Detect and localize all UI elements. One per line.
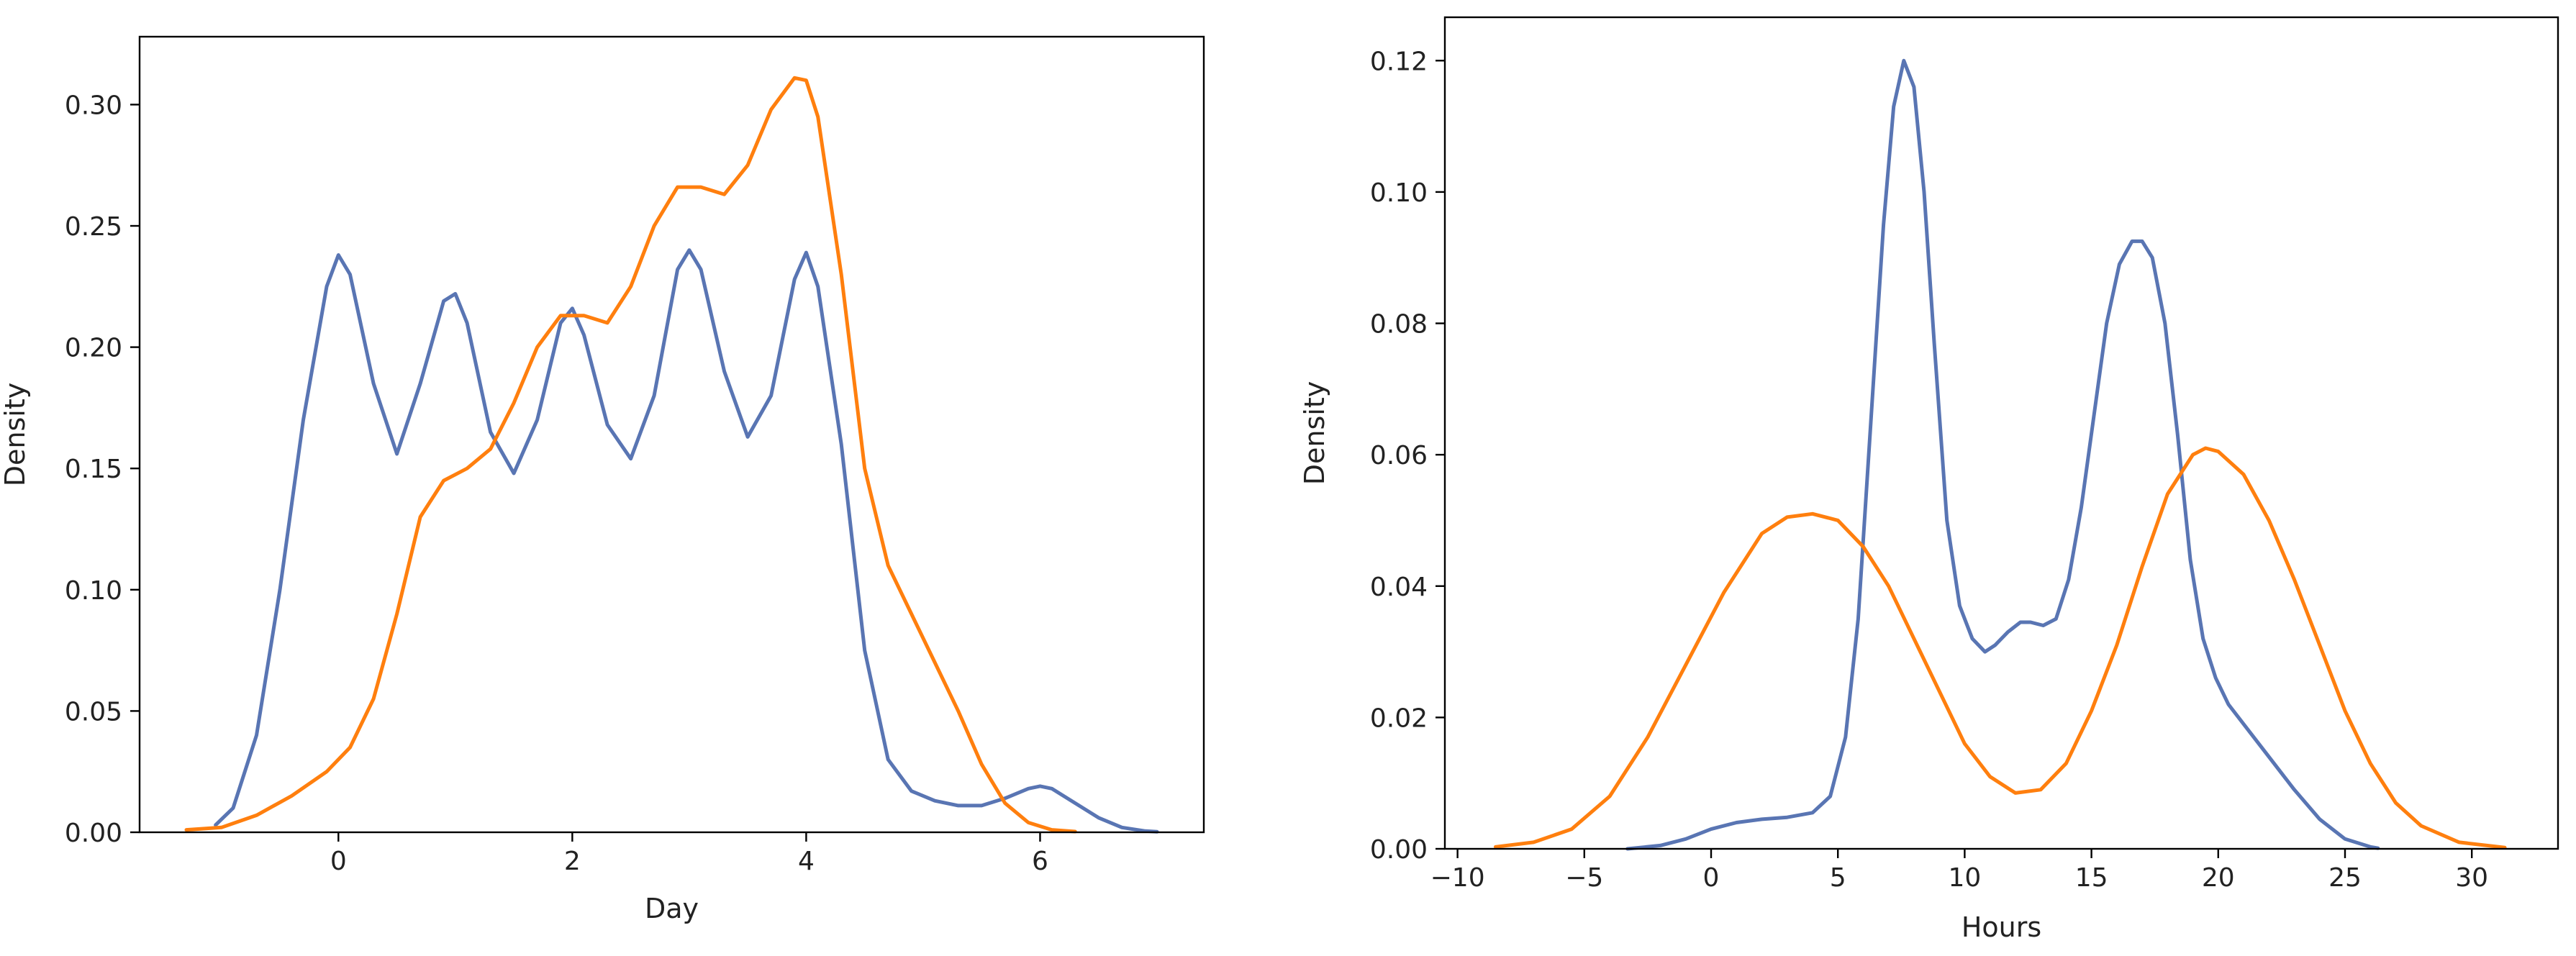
series-line-1 (1625, 58, 2380, 851)
plot-frame (1443, 16, 2559, 850)
y-tick-label: 0.25 (65, 212, 122, 242)
series-line-2 (1494, 446, 2507, 850)
x-tick-label: −10 (1430, 863, 1485, 893)
y-tick-label: 0.08 (1370, 310, 1428, 340)
y-tick-label: 0.12 (1370, 47, 1428, 76)
x-tick-label: 2 (564, 847, 581, 876)
y-tick-label: 0.20 (65, 334, 122, 363)
x-tick-label: 15 (2075, 863, 2108, 893)
x-axis-label: Hours (1962, 911, 2041, 943)
y-tick-label: 0.10 (1370, 178, 1428, 208)
x-tick-label: 5 (1830, 863, 1846, 893)
y-tick-label: 0.04 (1370, 573, 1428, 602)
y-axis-label: Density (1299, 381, 1330, 485)
series-line-2 (184, 76, 1077, 834)
y-tick-label: 0.30 (65, 91, 122, 120)
y-axis-label: Density (0, 383, 31, 486)
chart-day-density: 0 2 4 6 0.00 0.05 0.10 0.15 0.20 0.25 0.30 Day Densi… (0, 35, 1205, 924)
chart-hours-density: −10 −5 0 5 10 15 20 25 30 0.00 0.02 0.04 0.06 0.08 0.1… (1299, 16, 2559, 943)
x-tick-label: −5 (1565, 863, 1603, 893)
x-tick-label: 20 (2202, 863, 2235, 893)
y-tick-label: 0.02 (1370, 704, 1428, 733)
y-tick-label: 0.15 (65, 455, 122, 484)
x-tick-label: 0 (330, 847, 347, 876)
y-tick-label: 0.00 (65, 819, 122, 848)
y-tick-label: 0.00 (1370, 835, 1428, 865)
x-axis-label: Day (645, 893, 699, 924)
x-tick-label: 0 (1703, 863, 1720, 893)
x-tick-label: 25 (2328, 863, 2362, 893)
x-tick-label: 6 (1032, 847, 1048, 876)
x-tick-label: 10 (1948, 863, 1981, 893)
x-tick-label: 30 (2455, 863, 2488, 893)
series-line-1 (214, 248, 1159, 834)
y-tick-label: 0.05 (65, 697, 122, 727)
plot-frame (138, 35, 1205, 834)
x-tick-label: 4 (798, 847, 815, 876)
y-tick-label: 0.06 (1370, 441, 1428, 470)
y-tick-label: 0.10 (65, 576, 122, 606)
